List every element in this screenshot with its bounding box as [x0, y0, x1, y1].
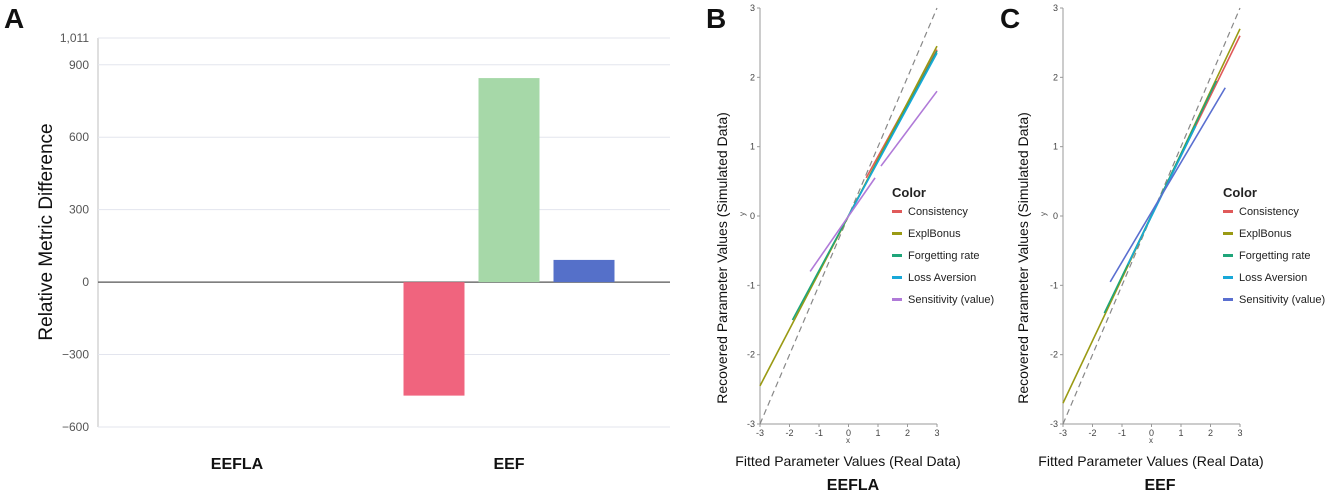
panel-a-y-tick-label: 300: [69, 203, 89, 217]
panel-b-legend-label: Consistency: [908, 206, 968, 218]
panel-b-line-chart: B -3-3 -2 -2 -1 -1 0 0 1 1 2 2 3 3 x y Fitted Parame…: [706, 3, 994, 494]
panel-a-y-axis-title: Relative Metric Difference: [36, 123, 57, 340]
panel-b-legend-swatch: [892, 232, 902, 235]
panel-b-model-label: EEFLA: [827, 477, 880, 494]
panel-letter-a: A: [4, 3, 24, 34]
panel-c-legend-swatch: [1223, 298, 1233, 301]
panel-c-x-axis-title: Fitted Parameter Values (Real Data): [1038, 453, 1263, 469]
panel-b-y-tick-label: -1: [747, 280, 755, 290]
panel-c-legend-swatch: [1223, 232, 1233, 235]
panel-b-x-axis-title: Fitted Parameter Values (Real Data): [735, 453, 960, 469]
panel-b-x-tick-label: 3: [934, 428, 939, 438]
panel-c-x-tick-label: 3: [1237, 428, 1242, 438]
panel-c-line-sensitivity-value: [1109, 87, 1226, 283]
panel-c-y-tick-label: 3: [1053, 3, 1058, 13]
panel-c-legend-swatch: [1223, 210, 1233, 213]
panel-b-legend-swatch: [892, 210, 902, 213]
panel-a-category-label: EEFLA: [211, 456, 264, 473]
panel-c-y-tick-label: 0: [1053, 211, 1058, 221]
panel-b-legend: Color Consistency ExplBonus Forgetting rat…: [892, 185, 994, 306]
bar-eef-red: [403, 282, 465, 396]
panel-b-line-loss-aversion: [847, 52, 938, 217]
panel-c-x-tick-label: -1: [1118, 428, 1126, 438]
panel-b-y-tick-label: -3: [747, 419, 755, 429]
panel-b-y-tick-label: 1: [750, 142, 755, 152]
panel-b-legend-label: Sensitivity (value): [908, 294, 994, 306]
panel-a-y-tick-label: 0: [82, 275, 89, 289]
panel-c-y-tick-label: -1: [1050, 280, 1058, 290]
panel-b-x-small-label: x: [846, 436, 850, 445]
panel-a-category-label: EEF: [493, 456, 524, 473]
panel-c-legend: Color Consistency ExplBonus Forgetting rat…: [1223, 185, 1325, 306]
panel-a-bar-chart: A −600 −300 0 300 600 900 1,011 EEFLA EEF Relat…: [4, 3, 670, 473]
panel-c-x-small-label: x: [1149, 436, 1153, 445]
panel-c-y-tick-label: 1: [1053, 142, 1058, 152]
panel-letter-c: C: [1000, 3, 1020, 34]
panel-b-legend-label: Forgetting rate: [908, 250, 980, 262]
panel-letter-b: B: [706, 3, 726, 34]
panel-c-x-tick-label: 1: [1178, 428, 1183, 438]
panel-c-legend-swatch: [1223, 254, 1233, 257]
panel-b-legend-swatch: [892, 254, 902, 257]
panel-b-legend-label: ExplBonus: [908, 228, 961, 240]
panel-c-y-tick-label: -2: [1050, 350, 1058, 360]
panel-b-y-tick-label: -2: [747, 350, 755, 360]
panel-a-y-tick-label: −600: [62, 420, 89, 434]
panel-b-y-tick-label: 2: [750, 72, 755, 82]
panel-a-y-tick-label: −300: [62, 348, 89, 362]
panel-b-identity-line: [759, 7, 938, 425]
panel-a-y-tick-label: 600: [69, 130, 89, 144]
panel-c-x-tick-label: -3: [1059, 428, 1067, 438]
panel-b-x-tick-label: 2: [905, 428, 910, 438]
panel-b-legend-title: Color: [892, 185, 926, 200]
panel-b-x-tick-label: 0: [846, 428, 851, 438]
panel-c-legend-label: Loss Aversion: [1239, 272, 1307, 284]
panel-b-legend-swatch: [892, 298, 902, 301]
panel-c-legend-label: ExplBonus: [1239, 228, 1292, 240]
panel-c-legend-label: Forgetting rate: [1239, 250, 1311, 262]
panel-c-y-axis-title: Recovered Parameter Values (Simulated Da…: [1015, 112, 1031, 404]
panel-c-line-chart: C -3-3 -2 -2 -1 -1 0 0 1 1 2 2 3 3 x y Fitted Parame…: [1000, 3, 1325, 494]
panel-b-line-sensitivity-value: [880, 90, 938, 167]
panel-b-legend-label: Loss Aversion: [908, 272, 976, 284]
panel-b-y-axis-title: Recovered Parameter Values (Simulated Da…: [714, 112, 730, 404]
panel-a-y-tick-label: 900: [69, 58, 89, 72]
panel-b-x-tick-label: 1: [875, 428, 880, 438]
panel-b-y-small-label: y: [738, 212, 747, 216]
panel-c-y-tick-label: -3: [1050, 419, 1058, 429]
panel-b-y-tick-label: 0: [750, 211, 755, 221]
panel-c-legend-title: Color: [1223, 185, 1257, 200]
panel-c-legend-label: Consistency: [1239, 206, 1299, 218]
panel-c-x-tick-label: 0: [1149, 428, 1154, 438]
panel-c-legend-swatch: [1223, 276, 1233, 279]
bar-eef-blue: [553, 259, 615, 283]
panel-b-x-tick-label: -1: [815, 428, 823, 438]
panel-c-y-small-label: y: [1039, 212, 1048, 216]
panel-c-y-tick-label: 2: [1053, 72, 1058, 82]
panel-c-identity-line: [1062, 7, 1241, 425]
panel-b-line-sensitivity-value: [809, 177, 876, 272]
panel-c-x-tick-label: -2: [1088, 428, 1096, 438]
bar-eef-green: [478, 78, 540, 283]
panel-c-model-label: EEF: [1144, 477, 1175, 494]
panel-a-y-tick-label: 1,011: [60, 31, 89, 45]
panel-b-x-tick-label: -2: [785, 428, 793, 438]
panel-c-x-tick-label: 2: [1208, 428, 1213, 438]
panel-c-legend-label: Sensitivity (value): [1239, 294, 1325, 306]
panel-b-x-tick-label: -3: [756, 428, 764, 438]
panel-b-legend-swatch: [892, 276, 902, 279]
panel-b-y-tick-label: 3: [750, 3, 755, 13]
